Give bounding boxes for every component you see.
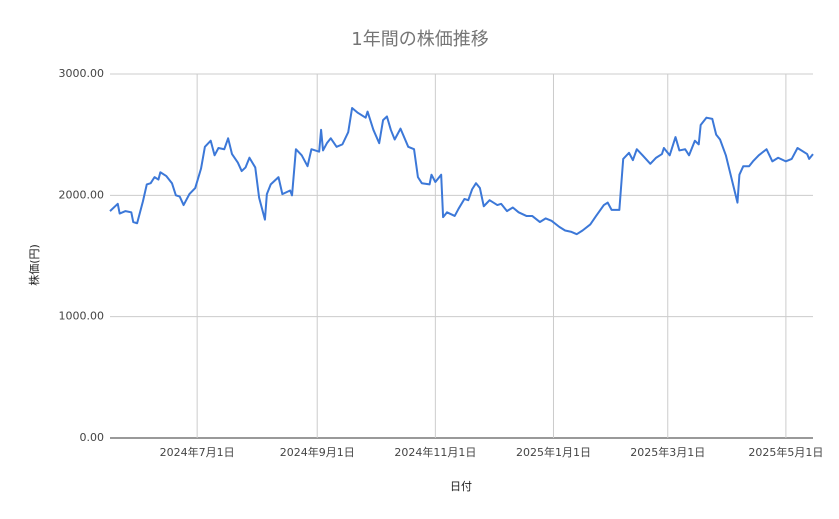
y-tick-label: 0.00	[80, 431, 105, 444]
x-tick-label: 2025年3月1日	[630, 445, 705, 459]
price-line	[109, 106, 814, 236]
y-tick-label: 3000.00	[59, 67, 105, 80]
x-tick-label: 2024年9月1日	[280, 445, 355, 459]
chart-title: 1年間の株価推移	[351, 29, 488, 50]
x-tick-label: 2024年7月1日	[160, 445, 235, 459]
y-tick-label: 1000.00	[59, 310, 105, 323]
x-tick-label: 2025年1月1日	[516, 445, 591, 459]
x-axis-title: 日付	[450, 480, 472, 493]
y-tick-label: 2000.00	[59, 188, 105, 201]
y-axis-title: 株価(円)	[27, 244, 41, 286]
x-tick-label: 2024年11月1日	[394, 445, 476, 459]
x-tick-label: 2025年5月1日	[748, 445, 823, 459]
